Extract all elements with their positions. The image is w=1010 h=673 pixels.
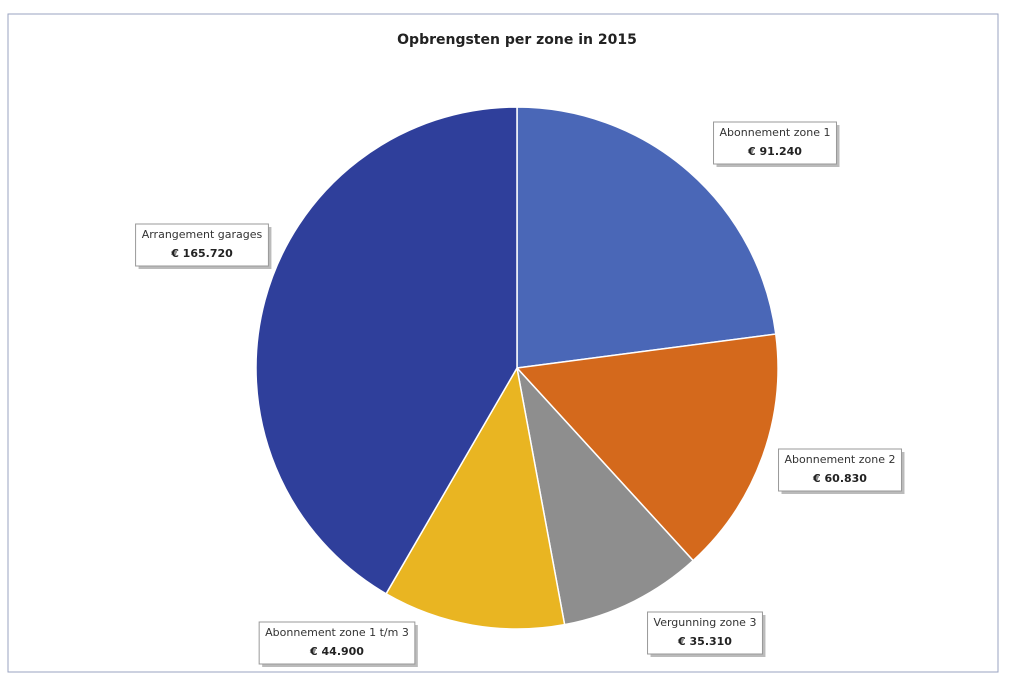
label-box bbox=[778, 448, 902, 492]
pie-slice bbox=[515, 365, 695, 626]
label-value: € 44.900 bbox=[309, 645, 364, 658]
pie-slice bbox=[515, 333, 779, 562]
label-name: Abonnement zone 1 bbox=[720, 126, 831, 139]
data-label: Abonnement zone 1 € 91.240 bbox=[713, 121, 840, 167]
data-label: Arrangement garages € 165.720 bbox=[135, 223, 272, 269]
label-name: Arrangement garages bbox=[142, 228, 263, 241]
pie-slice bbox=[516, 106, 777, 369]
label-box bbox=[713, 121, 837, 165]
label-name: Vergunning zone 3 bbox=[654, 616, 757, 629]
label-name: Abonnement zone 1 t/m 3 bbox=[265, 626, 409, 639]
pie-slice bbox=[255, 106, 518, 595]
label-box bbox=[135, 223, 269, 267]
data-label: Abonnement zone 2 € 60.830 bbox=[778, 448, 905, 494]
label-box bbox=[258, 621, 416, 665]
label-box bbox=[647, 611, 763, 655]
label-value: € 91.240 bbox=[747, 145, 802, 158]
pie-slice bbox=[385, 365, 566, 630]
label-name: Abonnement zone 2 bbox=[785, 453, 896, 466]
chart-title: Opbrengsten per zone in 2015 bbox=[397, 32, 637, 48]
label-value: € 60.830 bbox=[812, 472, 867, 485]
label-value: € 35.310 bbox=[677, 635, 732, 648]
label-value: € 165.720 bbox=[170, 247, 233, 260]
data-label: Abonnement zone 1 t/m 3 € 44.900 bbox=[258, 621, 418, 667]
data-label: Vergunning zone 3 € 35.310 bbox=[647, 611, 766, 657]
